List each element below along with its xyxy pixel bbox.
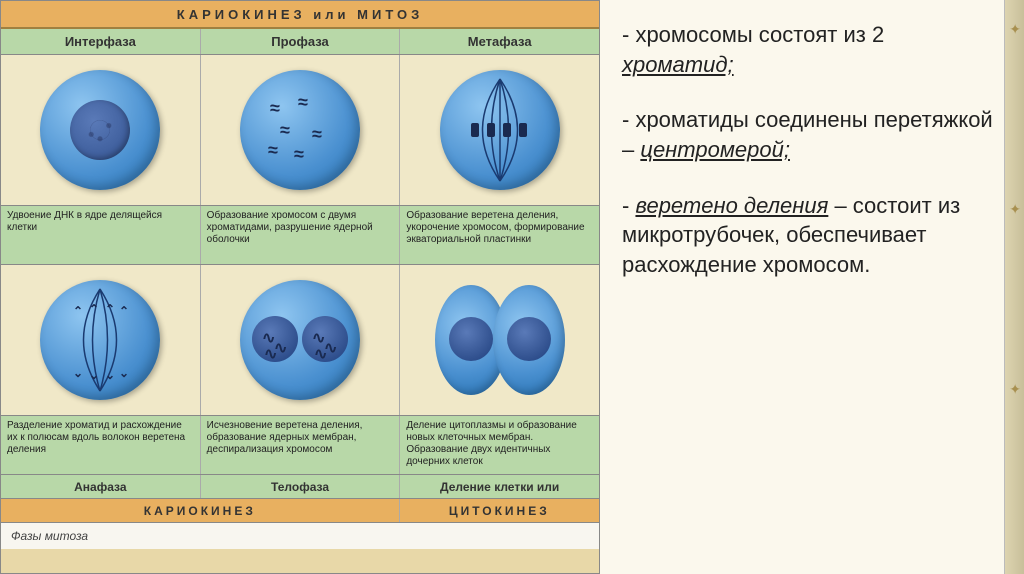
diagram-interphase xyxy=(1,55,201,205)
star-icon: ✦ xyxy=(1009,20,1021,39)
mitosis-table: КАРИОКИНЕЗ или МИТОЗ Интерфаза Профаза М… xyxy=(0,0,600,574)
col-head-interphase: Интерфаза xyxy=(1,29,201,54)
svg-text:⌄: ⌄ xyxy=(119,366,129,380)
svg-text:⌄: ⌄ xyxy=(105,368,115,382)
star-icon: ✦ xyxy=(1009,200,1021,219)
col-head-metaphase: Метафаза xyxy=(400,29,599,54)
top-column-headers: Интерфаза Профаза Метафаза xyxy=(1,29,599,55)
figure-caption: Фазы митоза xyxy=(1,523,599,549)
star-icon: ✦ xyxy=(1009,380,1021,399)
footer-karyokinesis: КАРИОКИНЕЗ xyxy=(1,499,400,522)
desc-prophase: Образование хромосом с двумя хроматидами… xyxy=(201,206,401,264)
note-emphasis: центромерой; xyxy=(640,137,790,162)
note-chromatids: - хромосомы состоят из 2 хроматид; xyxy=(622,20,996,79)
svg-text:⌃: ⌃ xyxy=(89,302,99,316)
decorative-sidebar: ✦ ✦ ✦ xyxy=(1004,0,1024,574)
footer-category-row: КАРИОКИНЕЗ ЦИТОКИНЕЗ xyxy=(1,499,599,523)
svg-text:⌄: ⌄ xyxy=(73,366,83,380)
footer-cytokinesis: ЦИТОКИНЕЗ xyxy=(400,499,599,522)
col-head-cell-division: Деление клетки или xyxy=(400,475,599,498)
desc-interphase: Удвоение ДНК в ядре делящейся клетки xyxy=(1,206,201,264)
note-text: - хромосомы состоят из 2 xyxy=(622,22,884,47)
note-text: - xyxy=(622,193,635,218)
bottom-row-diagrams: ⌃ ⌃ ⌃ ⌃ ⌄ ⌄ ⌄ ⌄ ∿ ∿ ∿ ∿ ∿ ∿ xyxy=(1,265,599,415)
top-row-diagrams: ≈ ≈ ≈ ≈ ≈ ≈ xyxy=(1,55,599,205)
bottom-column-headers: Анафаза Телофаза Деление клетки или xyxy=(1,475,599,499)
svg-text:⌃: ⌃ xyxy=(119,304,129,318)
col-head-telophase: Телофаза xyxy=(201,475,401,498)
desc-metaphase: Образование веретена деления, укорочение… xyxy=(400,206,599,264)
diagram-cytokinesis xyxy=(400,265,599,415)
notes-panel: - хромосомы состоят из 2 хроматид; - хро… xyxy=(600,0,1024,574)
desc-cytokinesis: Деление цитоплазмы и образование новых к… xyxy=(400,416,599,474)
desc-anaphase: Разделение хроматид и расхождение их к п… xyxy=(1,416,201,474)
note-emphasis: хроматид; xyxy=(622,52,734,77)
top-row-descriptions: Удвоение ДНК в ядре делящейся клетки Обр… xyxy=(1,205,599,265)
table-title: КАРИОКИНЕЗ или МИТОЗ xyxy=(1,1,599,29)
col-head-anaphase: Анафаза xyxy=(1,475,201,498)
diagram-metaphase xyxy=(400,55,599,205)
note-emphasis: веретено деления xyxy=(635,193,828,218)
svg-text:⌃: ⌃ xyxy=(105,302,115,316)
bottom-row-descriptions: Разделение хроматид и расхождение их к п… xyxy=(1,415,599,475)
svg-text:⌃: ⌃ xyxy=(73,304,83,318)
note-spindle: - веретено деления – состоит из микротру… xyxy=(622,191,996,280)
diagram-anaphase: ⌃ ⌃ ⌃ ⌃ ⌄ ⌄ ⌄ ⌄ xyxy=(1,265,201,415)
diagram-prophase: ≈ ≈ ≈ ≈ ≈ ≈ xyxy=(201,55,401,205)
desc-telophase: Исчезновение веретена деления, образован… xyxy=(201,416,401,474)
col-head-prophase: Профаза xyxy=(201,29,401,54)
svg-text:⌄: ⌄ xyxy=(89,368,99,382)
diagram-telophase: ∿ ∿ ∿ ∿ ∿ ∿ xyxy=(201,265,401,415)
note-centromere: - хроматиды соединены перетяжкой – центр… xyxy=(622,105,996,164)
